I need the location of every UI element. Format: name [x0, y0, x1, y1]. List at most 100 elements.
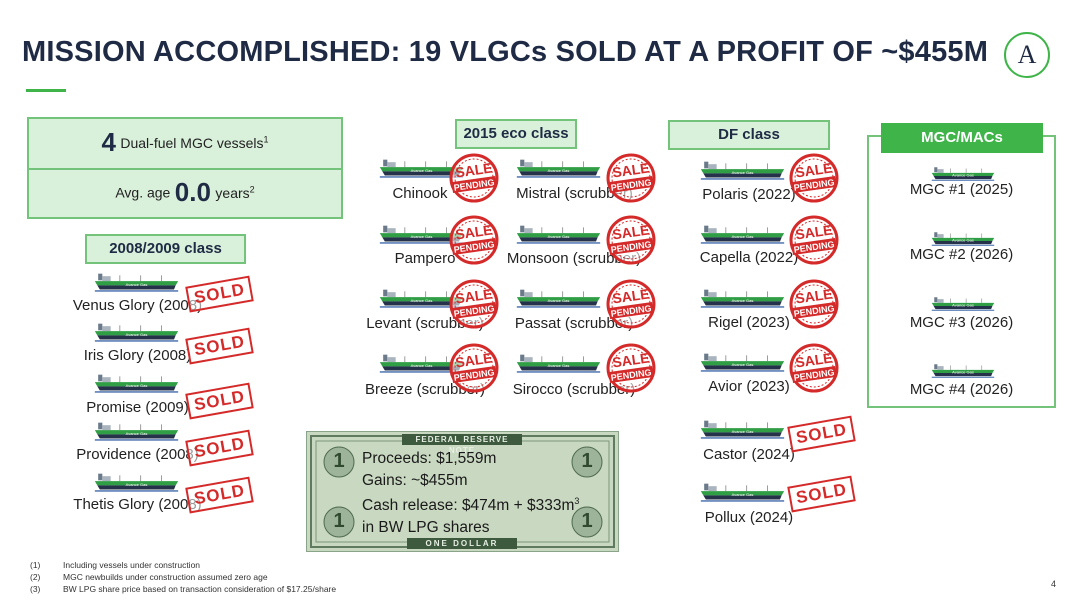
sale-text: SALE	[454, 159, 493, 180]
hull-text: Avance Gas	[411, 168, 433, 173]
ship-icon: Avance Gas	[928, 296, 998, 311]
ship-icon: Avance Gas	[928, 363, 998, 378]
vessel-name: Monsoon (scrubber)	[506, 250, 642, 267]
vessel-name: Pampero	[394, 250, 456, 267]
sale-text: SALE	[454, 285, 493, 306]
slide-title: MISSION ACCOMPLISHED: 19 VLGCs SOLD AT A…	[22, 36, 989, 68]
ship-icon: Avance Gas	[512, 353, 605, 373]
vessel-name: Polaris (2022)	[702, 186, 796, 203]
ship-icon: Avance Gas	[696, 482, 789, 502]
stat-divider	[29, 168, 341, 170]
class-label-mgc: MGC/MACs	[881, 123, 1043, 153]
sold-stamp: SOLD	[787, 415, 856, 453]
ship-icon: Avance Gas	[90, 322, 183, 342]
dollar-bill-summary: FEDERAL RESERVE NOTE ONE DOLLAR 1 1 1 1 …	[306, 431, 619, 552]
sold-stamp: SOLD	[185, 429, 254, 467]
ship-icon: Avance Gas	[90, 272, 183, 292]
sale-text: SALE	[794, 349, 833, 370]
ship-icon: Avance Gas	[928, 166, 998, 181]
ship-icon: Avance Gas	[512, 224, 605, 244]
sold-stamp: SOLD	[185, 275, 254, 313]
vessel-name: Promise (2009)	[86, 399, 189, 416]
bill-numeral: 1	[333, 510, 345, 532]
gains-line: Gains: ~$455m	[362, 471, 468, 489]
vessel-name: Pollux (2024)	[704, 509, 794, 526]
hull-text: Avance Gas	[411, 298, 433, 303]
vessel-count: 4	[101, 127, 116, 157]
hull-text: Avance Gas	[126, 332, 148, 337]
vessel-name: Mistral (scrubber)	[516, 185, 633, 202]
sale-text: SALE	[454, 221, 493, 242]
bill-footer: ONE DOLLAR	[425, 539, 499, 548]
vessel-name: Breeze (scrubber)	[364, 381, 486, 398]
ship-icon: Avance Gas	[90, 472, 183, 492]
sale-text: SALE	[794, 285, 833, 306]
hull-text: Avance Gas	[126, 431, 148, 436]
vessel-name: Capella (2022)	[699, 249, 799, 266]
hull-text: Avance Gas	[548, 363, 570, 368]
ship-icon: Avance Gas	[928, 231, 998, 246]
vessel-name: Thetis Glory (2008)	[73, 496, 202, 513]
hull-text: Avance Gas	[548, 168, 570, 173]
dollar-bill-icon	[310, 434, 615, 549]
vessel-name: Rigel (2023)	[708, 314, 790, 331]
avg-age-stat: Avg. age 0.0 years2	[29, 177, 341, 208]
hull-text: Avance Gas	[732, 429, 754, 434]
hull-text: Avance Gas	[732, 234, 754, 239]
sale-text: SALE	[794, 159, 833, 180]
avg-age-suffix: years2	[215, 184, 255, 201]
vessel-name: Avior (2023)	[708, 378, 790, 395]
ship-icon: Avance Gas	[696, 288, 789, 308]
hull-text: Avance Gas	[732, 362, 754, 367]
ship-icon: Avance Gas	[512, 158, 605, 178]
avg-age-prefix: Avg. age	[115, 184, 171, 201]
bill-text: Proceeds: $1,559m Gains: ~$455m Cash rel…	[362, 448, 579, 538]
avance-logo-icon: A	[1004, 32, 1050, 78]
ship-icon: Avance Gas	[696, 352, 789, 372]
vessel-name: Sirocco (scrubber)	[512, 381, 636, 398]
vessel-name: Providence (2008)	[76, 446, 199, 463]
avg-age-value: 0.0	[174, 177, 211, 207]
ship-icon: Avance Gas	[90, 373, 183, 393]
hull-text: Avance Gas	[548, 298, 570, 303]
ship-icon: Avance Gas	[375, 288, 468, 308]
vessel-count-stat: 4 Dual-fuel MGC vessels1	[29, 127, 341, 158]
sale-text: SALE	[454, 349, 493, 370]
ship-icon: Avance Gas	[375, 224, 468, 244]
ship-icon: Avance Gas	[696, 160, 789, 180]
vessel-name: MGC #3 (2026)	[909, 314, 1014, 331]
hull-text: Avance Gas	[952, 173, 974, 178]
sale-text: SALE	[611, 221, 650, 242]
bill-numeral: 1	[581, 510, 593, 532]
footnote: (1) Including vessels under construction	[30, 560, 201, 570]
vessel-name: Levant (scrubber)	[366, 315, 484, 332]
hull-text: Avance Gas	[126, 282, 148, 287]
ship-icon: Avance Gas	[375, 158, 468, 178]
vessel-name: MGC #1 (2025)	[909, 181, 1014, 198]
sold-stamp: SOLD	[185, 327, 254, 365]
vessel-name: Chinook	[392, 185, 448, 202]
vessel-name: Iris Glory (2008)	[83, 347, 192, 364]
sale-text: SALE	[611, 159, 650, 180]
ship-icon: Avance Gas	[90, 421, 183, 441]
footnote: (3) BW LPG share price based on transacti…	[30, 584, 337, 594]
hull-text: Avance Gas	[952, 238, 974, 243]
vessel-name: Passat (scrubber)	[514, 315, 634, 332]
page-number: 4	[1051, 579, 1057, 589]
sale-text: SALE	[794, 221, 833, 242]
title-underline	[26, 89, 66, 92]
vessel-name: Castor (2024)	[703, 446, 795, 463]
vessel-name: MGC #4 (2026)	[909, 381, 1014, 398]
ship-icon: Avance Gas	[696, 224, 789, 244]
